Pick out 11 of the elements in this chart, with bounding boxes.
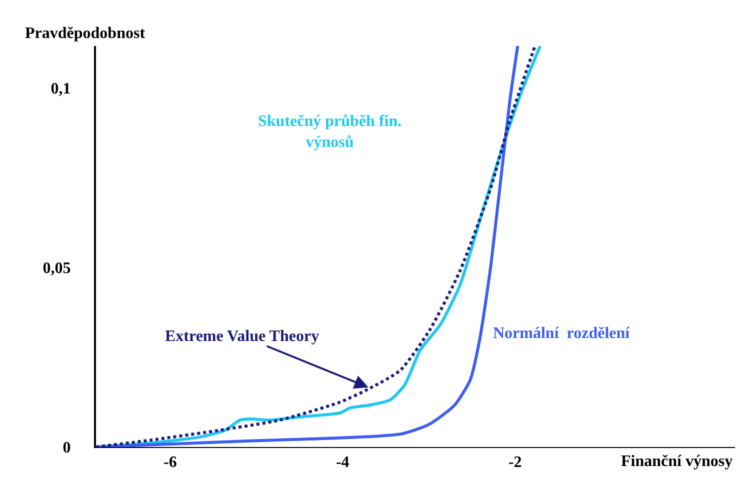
x-tick-label: -4	[336, 454, 350, 472]
y-tick-label: 0,1	[50, 80, 71, 98]
y-tick-label: 0,05	[42, 260, 71, 278]
text: Skutečný průběh fin. výnosů	[258, 113, 402, 151]
y-tick-label: 0	[62, 440, 71, 457]
y-axis-title: Pravděpodobnost	[25, 25, 146, 42]
series-label: Normální rozdělení	[493, 325, 630, 342]
x-tick-label: -2	[508, 454, 522, 472]
x-tick-label: -6	[163, 454, 177, 472]
annotation: Extreme Value Theory	[165, 328, 320, 345]
x-axis-title: Finanční výnosy	[621, 453, 733, 470]
